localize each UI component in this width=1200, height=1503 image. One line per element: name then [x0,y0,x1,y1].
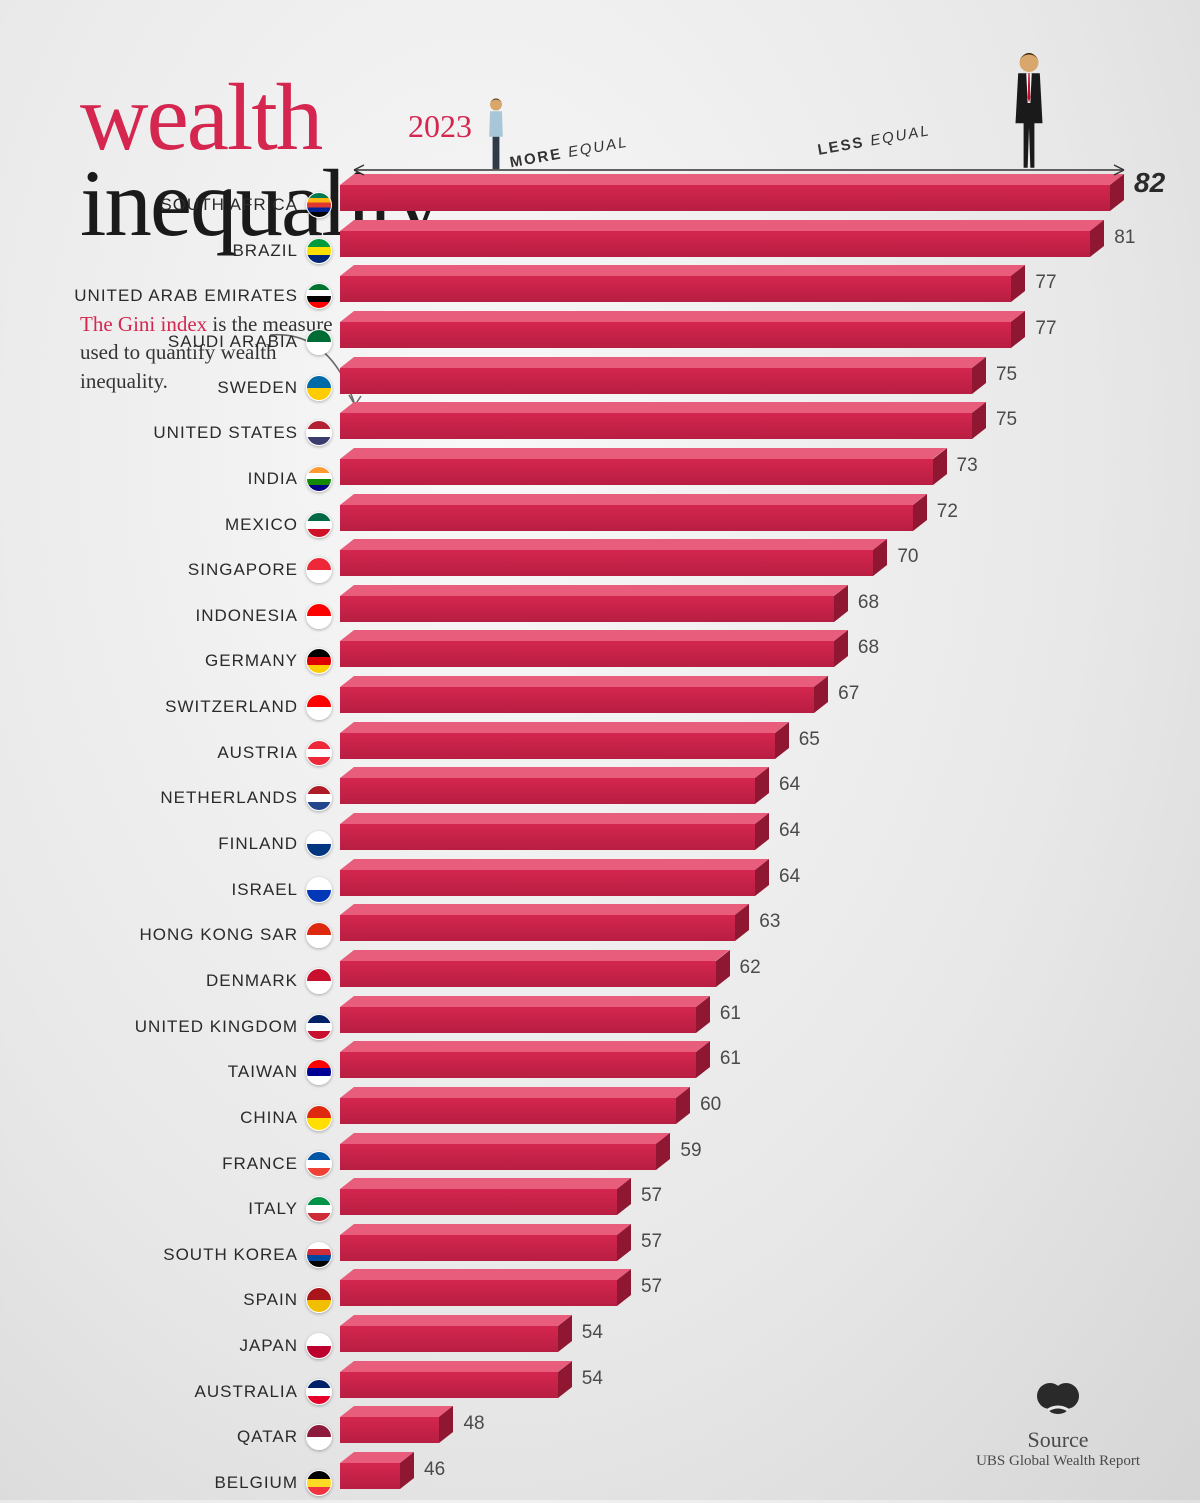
country-label: TAIWAN [228,1062,298,1082]
bar-front [340,1463,400,1489]
country-label: BRAZIL [232,241,298,261]
country-label: UNITED KINGDOM [135,1017,298,1037]
flag-icon [306,1379,332,1405]
flag-icon [306,968,332,994]
country-label: INDONESIA [195,606,298,626]
country-label: MEXICO [225,515,298,535]
country-label: GERMANY [205,651,298,671]
country-label: SWEDEN [217,378,298,398]
bar-row: BELGIUM46 [340,1463,400,1503]
flag-icon [306,877,332,903]
bar-side [439,1406,453,1443]
country-label: ISRAEL [232,880,298,900]
country-label: SAUDI ARABIA [168,332,298,352]
flag-icon [306,283,332,309]
country-label: HONG KONG SAR [140,925,298,945]
flag-icon [306,512,332,538]
flag-icon [306,1014,332,1040]
flag-icon [306,740,332,766]
country-label: AUSTRIA [217,743,298,763]
flag-icon [306,238,332,264]
bar-value: 46 [424,1459,445,1481]
source-subtitle: UBS Global Wealth Report [976,1453,1140,1470]
flag-icon [306,420,332,446]
country-label: CHINA [240,1108,298,1128]
country-label: INDIA [248,469,298,489]
country-label: ITALY [248,1199,298,1219]
flag-icon [306,466,332,492]
country-label: UNITED STATES [153,423,298,443]
country-label: SOUTH KOREA [163,1245,298,1265]
flag-icon [306,375,332,401]
flag-icon [306,192,332,218]
flag-icon [306,1424,332,1450]
bar-top [340,1406,453,1417]
source-block: Source UBS Global Wealth Report [976,1378,1140,1470]
flag-icon [306,557,332,583]
figure-person-icon [479,96,513,173]
country-label: BELGIUM [214,1473,298,1493]
country-label: SPAIN [243,1290,298,1310]
country-label: SINGAPORE [188,560,298,580]
country-label: JAPAN [239,1336,298,1356]
country-label: DENMARK [206,971,298,991]
flag-icon [306,1105,332,1131]
country-label: AUSTRALIA [195,1382,298,1402]
axis-arrow [340,95,1160,1405]
flag-icon [306,831,332,857]
country-label: FINLAND [218,834,298,854]
country-label: SWITZERLAND [165,697,298,717]
country-label: FRANCE [222,1154,298,1174]
flag-icon [306,1196,332,1222]
bar-front [340,1417,439,1443]
source-logo-icon [1034,1378,1082,1418]
source-title: Source [976,1427,1140,1453]
flag-icon [306,1287,332,1313]
bar-value: 48 [463,1413,484,1435]
chart-container: SOUTH AFRICA82BRAZIL81UNITED ARAB EMIRAT… [340,95,1160,1405]
flag-icon [306,694,332,720]
flag-icon [306,1333,332,1359]
country-label: UNITED ARAB EMIRATES [74,286,298,306]
flag-icon [306,1470,332,1496]
country-label: SOUTH AFRICA [160,195,298,215]
flag-icon [306,1059,332,1085]
country-label: QATAR [237,1427,298,1447]
country-label: NETHERLANDS [160,788,298,808]
flag-icon [306,1242,332,1268]
flag-icon [306,648,332,674]
flag-icon [306,922,332,948]
flag-icon [306,329,332,355]
bar-side [400,1452,414,1489]
flag-icon [306,603,332,629]
flag-icon [306,785,332,811]
flag-icon [306,1151,332,1177]
figure-businessman-icon [1002,49,1056,171]
subtitle-block: The Gini index is the measure used to qu… [80,310,340,395]
